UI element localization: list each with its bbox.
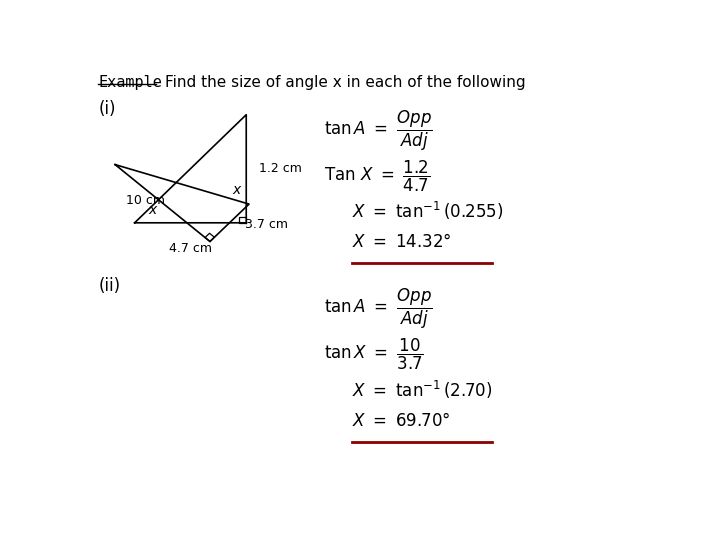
Text: $\tan X\ =\ \dfrac{10}{3.7}$: $\tan X\ =\ \dfrac{10}{3.7}$: [324, 337, 424, 373]
Text: x: x: [148, 202, 157, 217]
Text: 4.7 cm: 4.7 cm: [169, 241, 212, 254]
Text: 3.7 cm: 3.7 cm: [245, 218, 288, 231]
Text: $X\ =\ 14.32°$: $X\ =\ 14.32°$: [352, 233, 452, 251]
Text: $X\ =\ 69.70°$: $X\ =\ 69.70°$: [352, 412, 451, 430]
Text: $\tan A\ =\ \dfrac{\mathit{Opp}}{\mathit{Adj}}$: $\tan A\ =\ \dfrac{\mathit{Opp}}{\mathit…: [324, 109, 433, 153]
Text: (ii): (ii): [99, 277, 120, 295]
Text: Example: Example: [99, 75, 162, 90]
Text: Find the size of angle x in each of the following: Find the size of angle x in each of the …: [166, 75, 526, 90]
Text: (i): (i): [99, 100, 116, 118]
Text: $\mathrm{Tan}\ X\ =\ \dfrac{1.2}{4.7}$: $\mathrm{Tan}\ X\ =\ \dfrac{1.2}{4.7}$: [324, 158, 431, 193]
Text: $X\ =\ \tan^{-1}(0.255)$: $X\ =\ \tan^{-1}(0.255)$: [352, 200, 503, 222]
Text: 10 cm: 10 cm: [126, 194, 166, 207]
Text: x: x: [233, 183, 240, 197]
Text: $X\ =\ \tan^{-1}(2.70)$: $X\ =\ \tan^{-1}(2.70)$: [352, 379, 492, 401]
Text: 1.2 cm: 1.2 cm: [258, 162, 302, 176]
Text: $\tan A\ =\ \dfrac{\mathit{Opp}}{\mathit{Adj}}$: $\tan A\ =\ \dfrac{\mathit{Opp}}{\mathit…: [324, 287, 433, 332]
